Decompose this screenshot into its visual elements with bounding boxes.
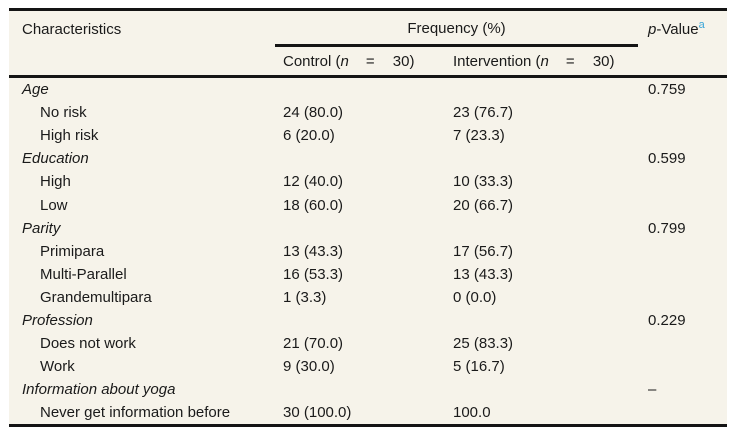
table-row: Primipara 13 (43.3) 17 (56.7) xyxy=(9,240,727,263)
row-label: Primipara xyxy=(40,242,105,260)
table-header: Characteristics Frequency (%) p-Valuea C… xyxy=(9,11,727,78)
row-label: Education xyxy=(22,150,89,168)
table-row: No risk 24 (80.0) 23 (76.7) xyxy=(9,101,727,124)
table-row: Grandemultipara 1 (3.3) 0 (0.0) xyxy=(9,286,727,309)
row-intervention-value: 5 (16.7) xyxy=(453,358,505,376)
intervention-label-post: = 30) xyxy=(565,53,615,70)
row-pvalue: 0.599 xyxy=(648,150,686,168)
row-label: Profession xyxy=(22,311,93,329)
table-body: Age 0.759 No risk 24 (80.0) 23 (76.7) Hi… xyxy=(9,78,727,424)
table-row: Low 18 (60.0) 20 (66.7) xyxy=(9,193,727,216)
column-header-pvalue: p-Valuea xyxy=(648,19,705,39)
column-header-intervention: Intervention (n = 30) xyxy=(453,53,615,70)
row-control-value: 30 (100.0) xyxy=(283,404,352,422)
table-row: Never get information before 30 (100.0) … xyxy=(9,401,727,424)
table-row: Age 0.759 xyxy=(9,78,727,101)
row-label: Age xyxy=(22,81,49,99)
row-pvalue: 0.229 xyxy=(648,311,686,329)
row-control-value: 1 (3.3) xyxy=(283,288,327,306)
row-control-value: 6 (20.0) xyxy=(283,127,335,145)
table-row: Education 0.599 xyxy=(9,147,727,170)
row-pvalue: 0.759 xyxy=(648,81,686,99)
control-label-post: = 30) xyxy=(365,53,415,70)
row-pvalue: 0.799 xyxy=(648,219,686,237)
pvalue-label-rest: -Value xyxy=(656,21,699,38)
row-intervention-value: 100.0 xyxy=(453,404,491,422)
row-label: Grandemultipara xyxy=(40,288,152,306)
row-control-value: 16 (53.3) xyxy=(283,265,344,283)
row-intervention-value: 7 (23.3) xyxy=(453,127,505,145)
row-intervention-value: 10 (33.3) xyxy=(453,173,514,191)
pvalue-footnote-marker: a xyxy=(698,19,705,31)
row-label: Work xyxy=(40,358,75,376)
table-row: Multi-Parallel 16 (53.3) 13 (43.3) xyxy=(9,263,727,286)
row-label: High risk xyxy=(40,127,99,145)
row-intervention-value: 17 (56.7) xyxy=(453,242,514,260)
row-label: Low xyxy=(40,196,68,214)
row-control-value: 21 (70.0) xyxy=(283,335,344,353)
row-label: Information about yoga xyxy=(22,381,176,399)
row-intervention-value: 13 (43.3) xyxy=(453,265,514,283)
row-intervention-value: 20 (66.7) xyxy=(453,196,514,214)
table-row: Does not work 21 (70.0) 25 (83.3) xyxy=(9,332,727,355)
row-control-value: 18 (60.0) xyxy=(283,196,344,214)
row-control-value: 13 (43.3) xyxy=(283,242,344,260)
row-intervention-value: 0 (0.0) xyxy=(453,288,497,306)
column-header-control: Control (n = 30) xyxy=(283,53,414,70)
row-label: No risk xyxy=(40,104,87,122)
table-row: High 12 (40.0) 10 (33.3) xyxy=(9,170,727,193)
pvalue-italic-p: p xyxy=(648,21,657,38)
row-label: Multi-Parallel xyxy=(40,265,127,283)
control-label-pre: Control ( xyxy=(283,53,341,70)
intervention-n-symbol: n xyxy=(540,53,549,70)
row-control-value: 24 (80.0) xyxy=(283,104,344,122)
row-label: Parity xyxy=(22,219,61,237)
table-row: Information about yoga – xyxy=(9,378,727,401)
row-intervention-value: 23 (76.7) xyxy=(453,104,514,122)
column-header-characteristics: Characteristics xyxy=(22,21,122,38)
row-label: Never get information before xyxy=(40,404,231,422)
row-control-value: 9 (30.0) xyxy=(283,358,335,376)
row-label: Does not work xyxy=(40,335,136,353)
intervention-label-pre: Intervention ( xyxy=(453,53,541,70)
table-row: Work 9 (30.0) 5 (16.7) xyxy=(9,355,727,378)
row-label: High xyxy=(40,173,71,191)
column-group-header-frequency: Frequency (%) xyxy=(407,20,506,37)
control-n-symbol: n xyxy=(340,53,349,70)
table-row: Parity 0.799 xyxy=(9,217,727,240)
row-pvalue: – xyxy=(648,381,657,399)
frequency-group-underline xyxy=(275,44,638,47)
table-row: High risk 6 (20.0) 7 (23.3) xyxy=(9,124,727,147)
characteristics-table: Characteristics Frequency (%) p-Valuea C… xyxy=(9,8,727,428)
table-row: Profession 0.229 xyxy=(9,309,727,332)
row-control-value: 12 (40.0) xyxy=(283,173,344,191)
row-intervention-value: 25 (83.3) xyxy=(453,335,514,353)
